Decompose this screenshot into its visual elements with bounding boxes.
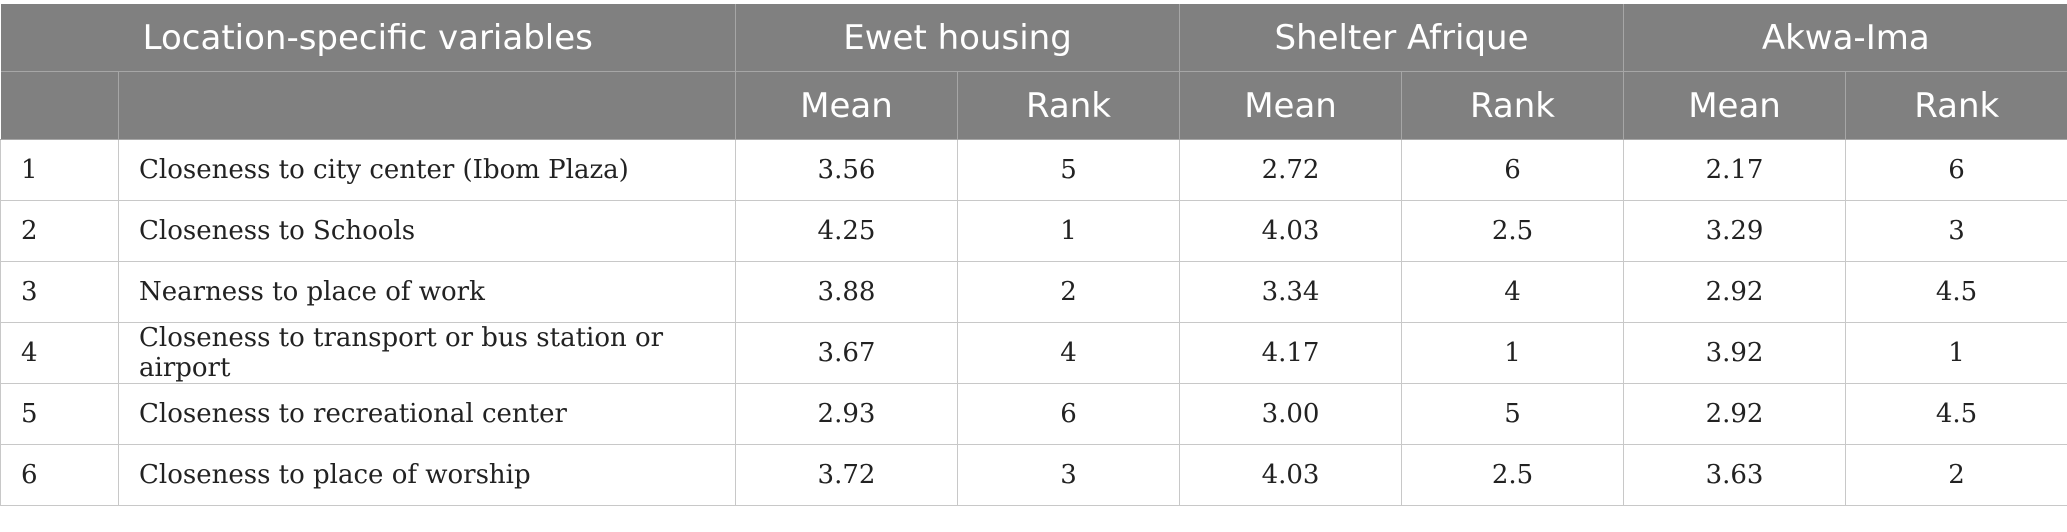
header-akwa-mean: Mean — [1624, 72, 1846, 140]
row-number: 1 — [1, 140, 119, 201]
ewet-mean: 2.93 — [736, 384, 958, 445]
akwa-rank: 4.5 — [1846, 384, 2067, 445]
ewet-rank: 4 — [958, 323, 1180, 384]
variable-name: Closeness to Schools — [119, 201, 736, 262]
table-row: 1 Closeness to city center (Ibom Plaza) … — [1, 140, 2067, 201]
variable-name: Closeness to place of worship — [119, 445, 736, 506]
shelter-rank: 2.5 — [1402, 201, 1624, 262]
header-ewet-mean: Mean — [736, 72, 958, 140]
variable-name: Nearness to place of work — [119, 262, 736, 323]
header-row-sub: Mean Rank Mean Rank Mean Rank — [1, 72, 2067, 140]
table-header: Location-specific variables Ewet housing… — [1, 4, 2067, 140]
header-blank-no — [1, 72, 119, 140]
row-number: 5 — [1, 384, 119, 445]
akwa-rank: 4.5 — [1846, 262, 2067, 323]
shelter-rank: 2.5 — [1402, 445, 1624, 506]
akwa-mean: 2.92 — [1624, 262, 1846, 323]
ewet-mean: 3.67 — [736, 323, 958, 384]
ewet-mean: 4.25 — [736, 201, 958, 262]
table-row: 4 Closeness to transport or bus station … — [1, 323, 2067, 384]
header-shelter-afrique: Shelter Afrique — [1180, 4, 1624, 72]
ewet-rank: 6 — [958, 384, 1180, 445]
akwa-rank: 2 — [1846, 445, 2067, 506]
shelter-mean: 4.03 — [1180, 201, 1402, 262]
shelter-mean: 2.72 — [1180, 140, 1402, 201]
akwa-mean: 3.92 — [1624, 323, 1846, 384]
variable-name: Closeness to city center (Ibom Plaza) — [119, 140, 736, 201]
header-shelter-rank: Rank — [1402, 72, 1624, 140]
akwa-mean: 3.29 — [1624, 201, 1846, 262]
ewet-mean: 3.88 — [736, 262, 958, 323]
shelter-mean: 3.34 — [1180, 262, 1402, 323]
table-row: 5 Closeness to recreational center 2.93 … — [1, 384, 2067, 445]
header-row-groups: Location-specific variables Ewet housing… — [1, 4, 2067, 72]
shelter-rank: 4 — [1402, 262, 1624, 323]
location-variables-table: Location-specific variables Ewet housing… — [0, 4, 2067, 506]
header-akwa-ima: Akwa-Ima — [1624, 4, 2067, 72]
shelter-mean: 4.03 — [1180, 445, 1402, 506]
ewet-rank: 2 — [958, 262, 1180, 323]
header-ewet-rank: Rank — [958, 72, 1180, 140]
table-row: 2 Closeness to Schools 4.25 1 4.03 2.5 3… — [1, 201, 2067, 262]
table-row: 6 Closeness to place of worship 3.72 3 4… — [1, 445, 2067, 506]
akwa-mean: 2.17 — [1624, 140, 1846, 201]
table-row: 3 Nearness to place of work 3.88 2 3.34 … — [1, 262, 2067, 323]
variable-name: Closeness to recreational center — [119, 384, 736, 445]
header-blank-variable — [119, 72, 736, 140]
ewet-rank: 3 — [958, 445, 1180, 506]
shelter-rank: 6 — [1402, 140, 1624, 201]
header-ewet-housing: Ewet housing — [736, 4, 1180, 72]
row-number: 4 — [1, 323, 119, 384]
ewet-mean: 3.72 — [736, 445, 958, 506]
header-akwa-rank: Rank — [1846, 72, 2067, 140]
variable-name: Closeness to transport or bus station or… — [119, 323, 736, 384]
ewet-rank: 1 — [958, 201, 1180, 262]
akwa-rank: 1 — [1846, 323, 2067, 384]
akwa-mean: 2.92 — [1624, 384, 1846, 445]
ewet-mean: 3.56 — [736, 140, 958, 201]
akwa-mean: 3.63 — [1624, 445, 1846, 506]
akwa-rank: 6 — [1846, 140, 2067, 201]
shelter-mean: 4.17 — [1180, 323, 1402, 384]
header-variables: Location-specific variables — [1, 4, 736, 72]
header-shelter-mean: Mean — [1180, 72, 1402, 140]
table-body: 1 Closeness to city center (Ibom Plaza) … — [1, 140, 2067, 506]
shelter-rank: 1 — [1402, 323, 1624, 384]
shelter-mean: 3.00 — [1180, 384, 1402, 445]
shelter-rank: 5 — [1402, 384, 1624, 445]
row-number: 3 — [1, 262, 119, 323]
row-number: 2 — [1, 201, 119, 262]
row-number: 6 — [1, 445, 119, 506]
ewet-rank: 5 — [958, 140, 1180, 201]
akwa-rank: 3 — [1846, 201, 2067, 262]
